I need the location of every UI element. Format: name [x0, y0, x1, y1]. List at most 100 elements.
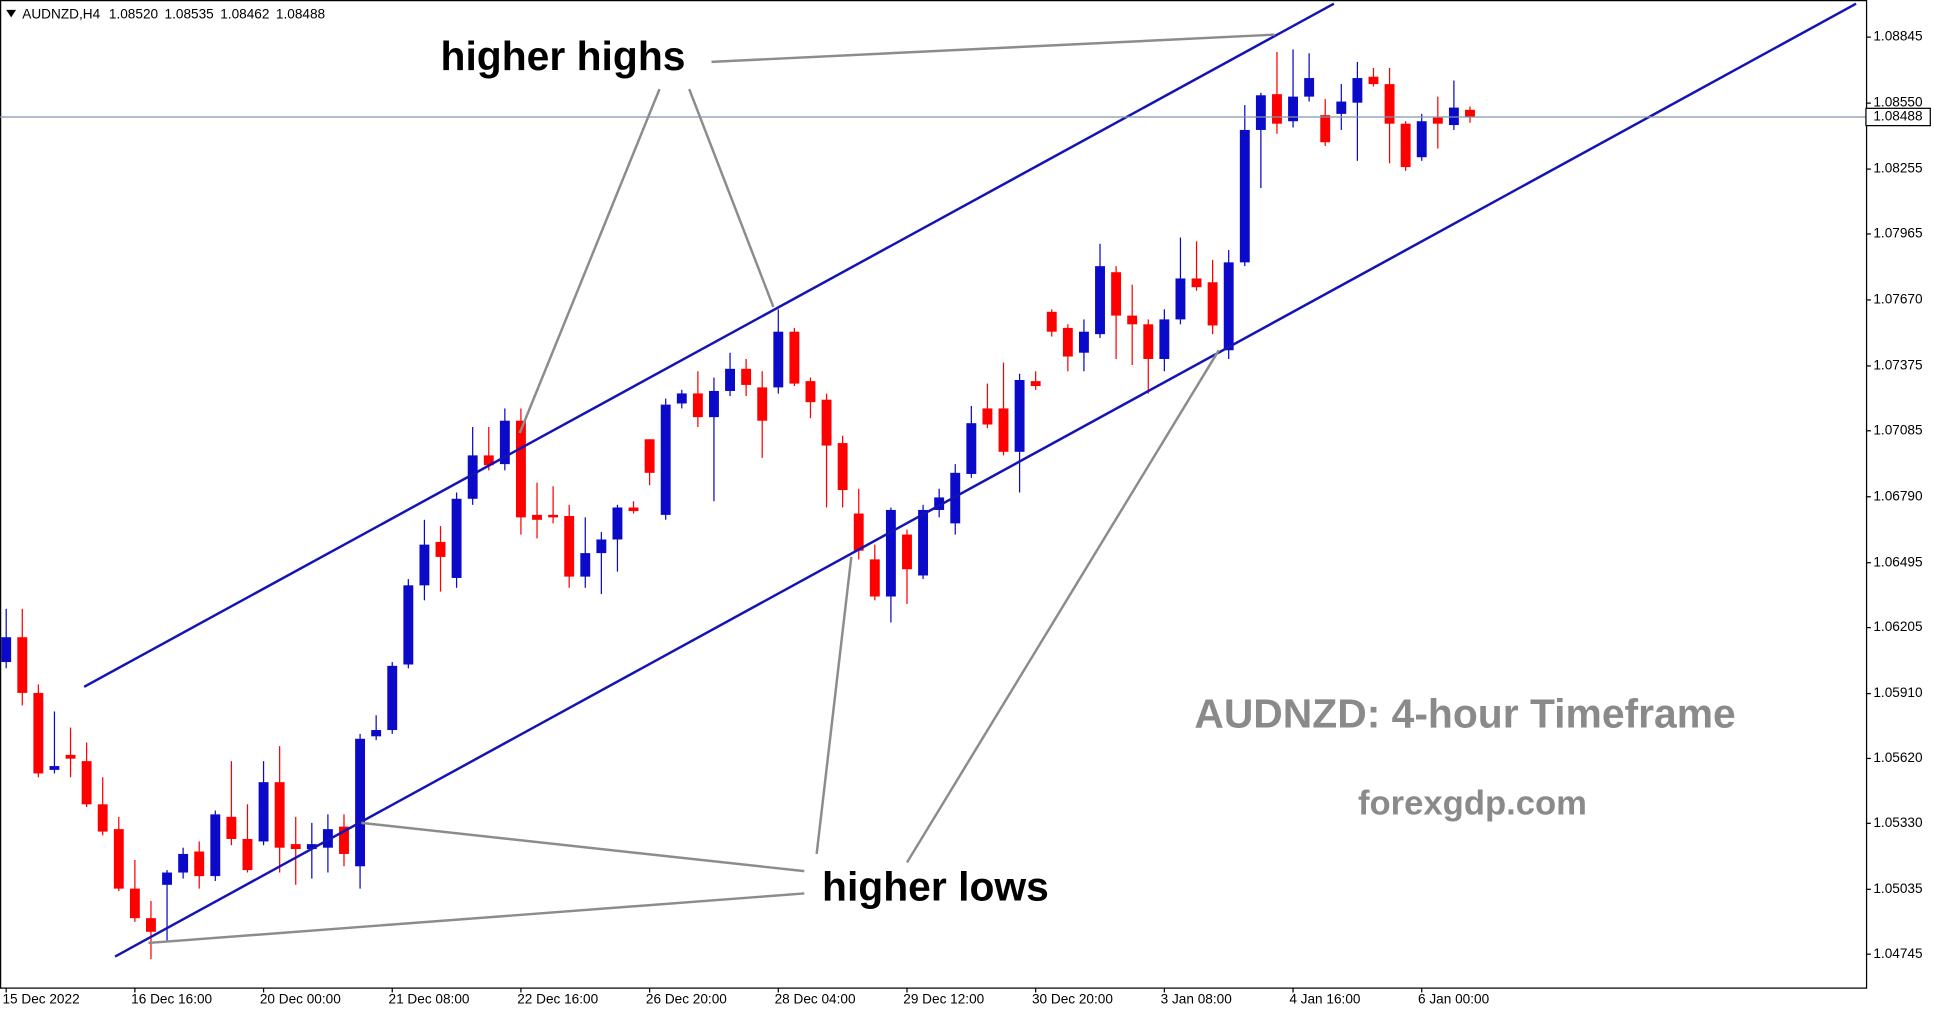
- x-tick-label: 21 Dec 08:00: [389, 991, 470, 1006]
- candle-body: [97, 804, 108, 832]
- candle-body: [692, 393, 703, 418]
- candle-body: [65, 754, 76, 759]
- menu-arrow[interactable]: [6, 9, 17, 18]
- candle-body: [821, 399, 832, 446]
- candle-body: [17, 637, 28, 693]
- candle-body: [1320, 115, 1331, 143]
- x-tick-label: 20 Dec 00:00: [260, 991, 341, 1006]
- y-tick-label: 1.08845: [1873, 29, 1922, 44]
- candle-body: [49, 766, 60, 770]
- candle-body: [1014, 380, 1025, 452]
- candle-body: [982, 408, 993, 425]
- candle-body: [580, 553, 591, 577]
- pointer-line: [148, 892, 805, 945]
- y-tick-label: 1.05035: [1873, 881, 1922, 896]
- candle-body: [113, 829, 124, 889]
- pointer-line: [518, 88, 661, 434]
- candle-body: [274, 782, 285, 848]
- watermark-title: AUDNZD: 4-hour Timeframe: [1194, 690, 1735, 736]
- candle-body: [869, 559, 880, 597]
- candle-body: [194, 851, 205, 877]
- pointer-line: [711, 33, 1275, 64]
- candle-body: [258, 782, 269, 842]
- price-tag: [1865, 107, 1931, 127]
- candle-body: [1111, 272, 1122, 316]
- x-tick-label: 28 Dec 04:00: [775, 991, 856, 1006]
- candle-body: [242, 838, 253, 871]
- price-tag-label: 1.08488: [1873, 109, 1922, 124]
- candle-body: [1127, 315, 1138, 325]
- x-tick-label: 22 Dec 16:00: [517, 991, 598, 1006]
- lower-channel-line: [114, 2, 1857, 958]
- candle-body: [210, 814, 221, 877]
- candle-body: [998, 408, 1009, 452]
- candle-body: [306, 844, 317, 850]
- annotation: higher highs: [441, 33, 686, 79]
- candle-body: [1143, 324, 1154, 359]
- candle-body: [966, 423, 977, 474]
- candle-body: [483, 455, 494, 466]
- y-tick-label: 1.06495: [1873, 554, 1922, 569]
- candle-body: [1223, 262, 1234, 351]
- candle-body: [290, 844, 301, 850]
- candle-body: [1304, 78, 1315, 97]
- candle-body: [1, 637, 12, 663]
- candle-body: [33, 692, 44, 774]
- candle-body: [1432, 117, 1443, 124]
- candle-body: [419, 544, 430, 586]
- candle-body: [226, 816, 237, 839]
- candle-body: [918, 509, 929, 576]
- candle-body: [1400, 123, 1411, 168]
- candle-body: [1159, 319, 1170, 359]
- y-tick-label: 1.05620: [1873, 750, 1923, 765]
- x-tick-label: 16 Dec 16:00: [131, 991, 212, 1006]
- candle-body: [1272, 94, 1282, 124]
- pointer-line: [905, 349, 1220, 864]
- y-tick-label: 1.06205: [1873, 619, 1922, 634]
- candle-body: [129, 888, 140, 919]
- candle-body: [1046, 311, 1057, 332]
- candle-body: [1368, 76, 1379, 85]
- candle-body: [757, 387, 768, 421]
- symbol-label: AUDNZD,H4: [22, 6, 100, 21]
- candle-body: [451, 498, 462, 578]
- watermark-site: forexgdp.com: [1358, 785, 1587, 823]
- candle-body: [676, 393, 687, 404]
- open-label: 1.08520: [109, 6, 159, 21]
- candle-body: [81, 761, 92, 805]
- y-tick-label: 1.07375: [1873, 358, 1922, 373]
- candle-body: [709, 390, 719, 418]
- candle-body: [612, 507, 623, 540]
- candle-body: [467, 455, 478, 499]
- y-tick-label: 1.04745: [1873, 946, 1922, 961]
- candle-body: [1191, 278, 1202, 288]
- candle-body: [1288, 96, 1298, 122]
- candle-body: [1255, 95, 1266, 130]
- candle-body: [1095, 266, 1105, 335]
- y-tick-label: 1.05330: [1873, 815, 1923, 830]
- candle-body: [435, 541, 446, 557]
- candle-body: [725, 368, 735, 391]
- candle-body: [178, 853, 189, 873]
- x-tick-label: 6 Jan 00:00: [1418, 991, 1490, 1006]
- y-tick-label: 1.06790: [1873, 488, 1923, 503]
- candle-body: [934, 497, 945, 510]
- x-tick-label: 30 Dec 20:00: [1032, 991, 1113, 1006]
- candle-body: [789, 331, 800, 384]
- y-tick-label: 1.05910: [1873, 685, 1923, 700]
- candle-body: [548, 514, 559, 518]
- candle-body: [499, 420, 510, 465]
- candle-body: [741, 368, 752, 385]
- candle-body: [1030, 381, 1041, 387]
- candle-body: [853, 513, 864, 551]
- candle-body: [1336, 101, 1347, 114]
- y-tick-label: 1.07965: [1873, 226, 1922, 241]
- candle-body: [902, 534, 912, 570]
- candle-body: [805, 381, 816, 403]
- candle-body: [146, 918, 156, 932]
- high-label: 1.08535: [165, 6, 214, 21]
- x-tick-label: 15 Dec 2022: [2, 991, 79, 1006]
- y-tick-label: 1.07670: [1873, 292, 1923, 307]
- candle-body: [355, 738, 366, 867]
